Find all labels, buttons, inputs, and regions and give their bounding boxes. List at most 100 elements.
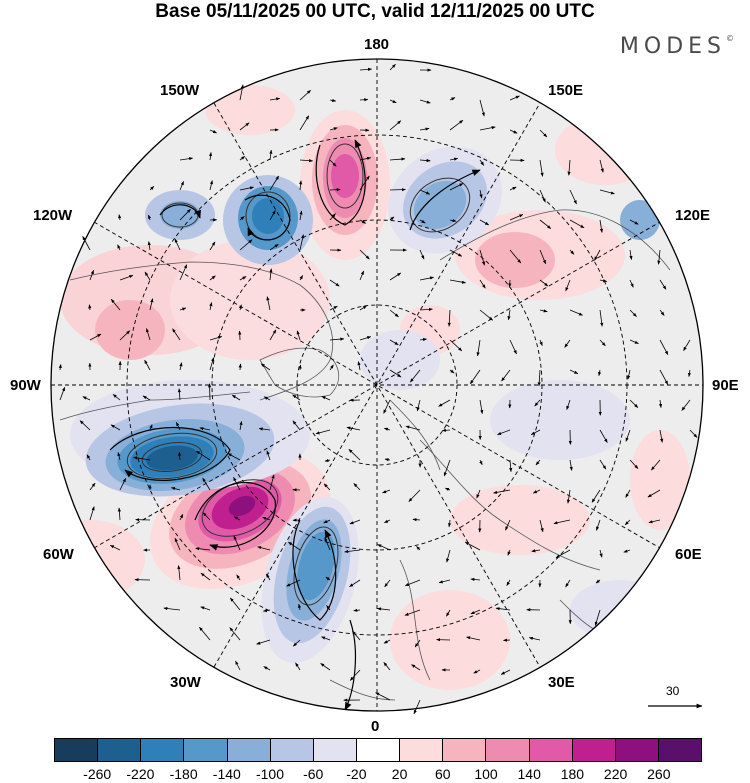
colorbar-tick-label: 60: [435, 766, 451, 782]
wind-vector: [377, 607, 391, 611]
wind-vector: [648, 519, 661, 524]
wind-vector: [110, 424, 121, 431]
wind-vector: [299, 115, 310, 131]
wind-vector: [117, 244, 121, 251]
wind-vector: [419, 276, 434, 281]
graticule: [51, 59, 703, 711]
wind-vector: [569, 219, 585, 229]
wind-vector: [599, 459, 607, 470]
wind-vector: [269, 149, 273, 161]
wind-vector: [659, 339, 669, 356]
wind-vector: [623, 549, 631, 553]
wind-vector: [419, 189, 431, 195]
wind-vector: [177, 388, 181, 401]
wind-vector: [286, 579, 301, 587]
wind-vector: [629, 459, 639, 469]
wind-vector: [321, 636, 331, 641]
wind-vector: [566, 489, 571, 504]
wind-vector: [598, 369, 602, 377]
negative-anomaly-areas: [70, 146, 670, 663]
wind-vector: [88, 304, 92, 311]
wind-vector: [299, 90, 311, 101]
wind-vector: [263, 666, 271, 671]
wind-vector: [299, 180, 303, 191]
wind-vector: [359, 98, 369, 102]
wind-vector: [292, 394, 301, 401]
colorbar-cell: [486, 739, 530, 761]
wind-vector: [179, 513, 184, 521]
wind-vector: [509, 214, 524, 221]
wind-vector: [449, 183, 464, 191]
wind-vector: [624, 519, 631, 526]
wind-vector: [539, 189, 546, 203]
wind-vector: [89, 506, 95, 521]
wind-vector: [349, 519, 361, 525]
wind-vector: [351, 630, 361, 641]
wind-vector: [689, 429, 698, 438]
wind-vector: [539, 219, 552, 229]
wind-vector: [594, 249, 601, 261]
wind-vector: [476, 339, 481, 357]
wind-vector: [419, 127, 430, 131]
wind-vector: [443, 459, 451, 477]
wind-vector: [419, 337, 427, 342]
wind-vector: [89, 333, 102, 341]
wind-vector: [389, 369, 402, 378]
wind-vector: [296, 330, 301, 341]
wind-vector: [659, 429, 664, 443]
wind-vector: [299, 275, 304, 281]
wind-vector: [555, 549, 571, 559]
wind-vector: [149, 298, 154, 311]
wind-vector: [479, 159, 485, 166]
colorbar-tick-label: -20: [346, 766, 367, 782]
wind-vector: [479, 459, 483, 466]
wind-vector: [414, 639, 421, 648]
wind-vector: [269, 175, 280, 191]
wind-vector: [209, 129, 217, 134]
wind-vector: [419, 99, 431, 104]
colorbar-cell: [572, 739, 616, 761]
wind-vector: [239, 216, 245, 221]
wind-vector: [144, 359, 151, 371]
wind-vector: [389, 216, 395, 221]
lon-label-90w: 90W: [10, 377, 41, 394]
wind-vector: [681, 399, 691, 411]
wind-vector: [109, 544, 121, 551]
wind-vector: [179, 264, 188, 281]
wind-vector: [629, 249, 633, 260]
wind-vector: [288, 541, 301, 551]
wind-vector: [119, 275, 134, 281]
wind-vector: [59, 386, 66, 401]
wind-vector: [324, 458, 331, 462]
wind-vector: [236, 574, 241, 581]
wind-vector: [227, 453, 241, 461]
wind-vector: [479, 99, 485, 117]
wind-vector: [238, 363, 242, 371]
wind-vector: [172, 328, 181, 341]
wind-vector: [177, 565, 181, 581]
wind-vector: [509, 95, 520, 101]
wind-vector: [349, 579, 361, 588]
wind-vector: [389, 309, 399, 318]
colorbar-cell: [443, 739, 487, 761]
wind-vector: [329, 364, 334, 371]
wind-vector: [359, 305, 367, 311]
wind-vector: [315, 429, 331, 435]
wind-vector: [599, 549, 603, 558]
wind-vector: [329, 305, 338, 311]
wind-vector: [239, 420, 243, 431]
wind-vector: [476, 489, 481, 499]
wind-vector: [178, 451, 182, 461]
wind-vector: [539, 249, 547, 265]
wind-vector: [599, 219, 604, 233]
wind-vector: [384, 458, 391, 462]
wind-vector: [324, 537, 331, 551]
colorbar-tick-label: 140: [517, 766, 541, 782]
wind-vector: [174, 238, 181, 251]
wind-vector: [629, 309, 637, 317]
wind-vector: [506, 579, 511, 586]
wind-vector: [208, 152, 213, 161]
wind-vector: [389, 339, 399, 346]
wind-vector: [449, 157, 459, 161]
